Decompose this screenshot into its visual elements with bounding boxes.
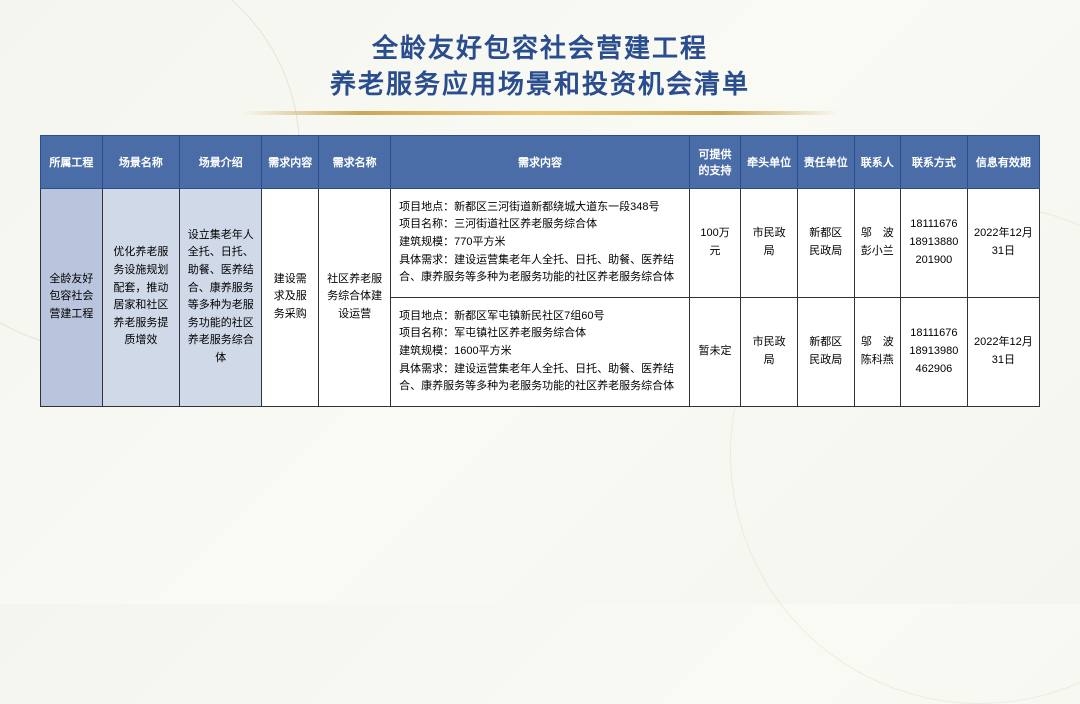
cell-contact-0: 邬 波 彭小兰 [854,188,900,297]
th-scene-intro: 场景介绍 [180,135,262,188]
cell-lead-1: 市民政局 [741,297,798,406]
cell-req-type: 建设需求及服务采购 [262,188,319,406]
cell-resp-1: 新都区民政局 [797,297,854,406]
th-req-type: 需求内容 [262,135,319,188]
th-req-name: 需求名称 [319,135,391,188]
investment-table: 所属工程 场景名称 场景介绍 需求内容 需求名称 需求内容 可提供的支持 牵头单… [40,135,1040,407]
cell-content-1: 项目地点：新都区军屯镇新民社区7组60号项目名称：军屯镇社区养老服务综合体建筑规… [391,297,690,406]
th-req-content: 需求内容 [391,135,690,188]
th-contact: 联系人 [854,135,900,188]
title-divider [240,111,840,115]
th-resp-unit: 责任单位 [797,135,854,188]
cell-lead-0: 市民政局 [741,188,798,297]
cell-req-name: 社区养老服务综合体建设运营 [319,188,391,406]
main-container: 全龄友好包容社会营建工程 养老服务应用场景和投资机会清单 所属工程 场景名称 场… [0,0,1080,437]
cell-support-1: 暂未定 [689,297,740,406]
cell-scene-intro: 设立集老年人全托、日托、助餐、医养结合、康养服务等多种为老服务功能的社区养老服务… [180,188,262,406]
cell-support-0: 100万元 [689,188,740,297]
cell-phone-1: 18111676 18913980 462906 [900,297,967,406]
th-scene-name: 场景名称 [102,135,179,188]
title-line1: 全龄友好包容社会营建工程 [40,30,1040,66]
table-row: 全龄友好包容社会营建工程 优化养老服务设施规划配套，推动居家和社区养老服务提质增… [41,188,1040,297]
cell-phone-0: 18111676 18913880 201900 [900,188,967,297]
cell-valid-1: 2022年12月31日 [967,297,1039,406]
cell-valid-0: 2022年12月31日 [967,188,1039,297]
th-lead-unit: 牵头单位 [741,135,798,188]
th-valid: 信息有效期 [967,135,1039,188]
th-support: 可提供的支持 [689,135,740,188]
th-project: 所属工程 [41,135,103,188]
th-phone: 联系方式 [900,135,967,188]
cell-scene-name: 优化养老服务设施规划配套，推动居家和社区养老服务提质增效 [102,188,179,406]
cell-contact-1: 邬 波 陈科燕 [854,297,900,406]
header-row: 所属工程 场景名称 场景介绍 需求内容 需求名称 需求内容 可提供的支持 牵头单… [41,135,1040,188]
cell-project: 全龄友好包容社会营建工程 [41,188,103,406]
cell-content-0: 项目地点：新都区三河街道新都绕城大道东一段348号项目名称：三河街道社区养老服务… [391,188,690,297]
title-section: 全龄友好包容社会营建工程 养老服务应用场景和投资机会清单 [40,30,1040,115]
title-line2: 养老服务应用场景和投资机会清单 [40,66,1040,102]
cell-resp-0: 新都区民政局 [797,188,854,297]
